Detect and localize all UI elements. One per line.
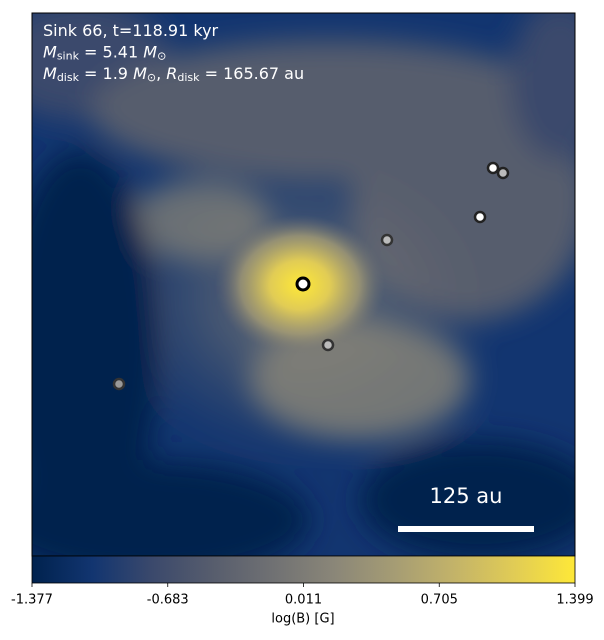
- scale-bar-label: 125 au: [430, 484, 503, 508]
- colorbar-tick-label: 0.705: [421, 593, 458, 608]
- annotation-part: M: [43, 42, 57, 61]
- annotation: Mdisk = 1.9 M⊙, Rdisk = 165.67 au: [43, 64, 304, 85]
- annotation-part: disk: [57, 71, 80, 84]
- annotation-part: disk: [177, 71, 200, 84]
- annotation-part: = 5.41: [79, 42, 143, 61]
- sink: [486, 161, 500, 175]
- sinks: [112, 161, 510, 391]
- annotation: Sink 66, t=118.91 kyr: [43, 21, 219, 40]
- sink: [321, 338, 335, 352]
- colorbar-label: log(B) [G]: [271, 612, 334, 627]
- colorbar: [31, 555, 576, 584]
- annotation-part: R: [166, 64, 177, 83]
- sink: [112, 377, 126, 391]
- annotation-part: Sink 66, t=118.91 kyr: [43, 21, 219, 40]
- annotation-part: ,: [156, 64, 166, 83]
- colorbar-tick-label: 0.011: [285, 593, 322, 608]
- colorbar-tick-label: 1.399: [556, 593, 593, 608]
- sink: [380, 233, 394, 247]
- annotation-part: M: [143, 42, 157, 61]
- annotation-part: sink: [57, 50, 80, 63]
- sink: [496, 166, 510, 180]
- annotation-part: ⊙: [157, 50, 166, 63]
- colorbar-tick-label: -0.683: [147, 593, 189, 608]
- annotation-part: = 165.67 au: [200, 64, 305, 83]
- sink: [473, 210, 487, 224]
- annotation-part: M: [43, 64, 57, 83]
- annotation: Msink = 5.41 M⊙: [43, 42, 166, 63]
- annotation-part: ⊙: [147, 71, 156, 84]
- annotation-part: M: [133, 64, 147, 83]
- sink: [295, 276, 311, 292]
- colorbar-tick-label: -1.377: [11, 593, 53, 608]
- annotation-part: = 1.9: [79, 64, 133, 83]
